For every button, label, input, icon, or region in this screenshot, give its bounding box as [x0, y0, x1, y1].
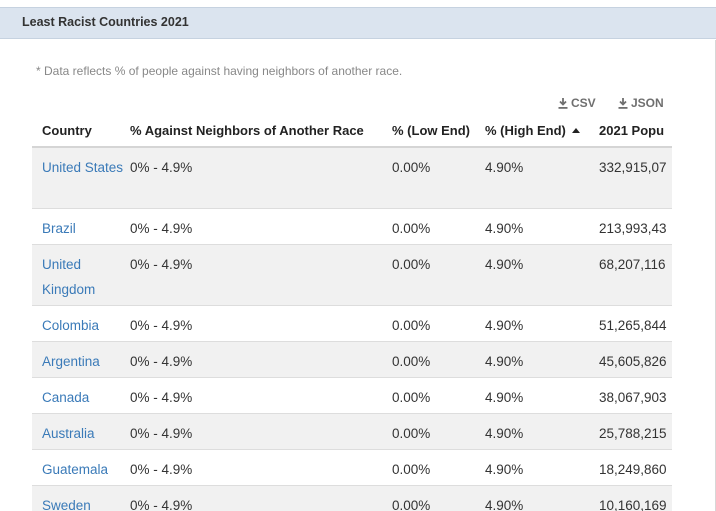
column-header-low-end[interactable]: % (Low End)	[392, 123, 470, 138]
country-link[interactable]: Guatemala	[42, 462, 109, 477]
table-header: Country % Against Neighbors of Another R…	[32, 113, 672, 148]
cell-population: 10,160,169	[599, 498, 667, 511]
cell-range: 0% - 4.9%	[130, 257, 193, 272]
cell-population: 38,067,903	[599, 390, 667, 405]
cell-high-end: 4.90%	[485, 462, 524, 477]
table-row: United States 0% - 4.9% 0.00% 4.90% 332,…	[32, 148, 672, 209]
cell-population: 332,915,07	[599, 160, 667, 175]
cell-low-end: 0.00%	[392, 498, 431, 511]
cell-high-end: 4.90%	[485, 318, 524, 333]
country-link[interactable]: Australia	[42, 426, 95, 441]
download-csv-label: CSV	[571, 96, 596, 110]
cell-population: 51,265,844	[599, 318, 667, 333]
data-table: Country % Against Neighbors of Another R…	[32, 113, 672, 511]
country-link[interactable]: Argentina	[42, 354, 100, 369]
cell-low-end: 0.00%	[392, 462, 431, 477]
cell-range: 0% - 4.9%	[130, 498, 193, 511]
download-icon	[618, 97, 628, 109]
download-json-link[interactable]: JSON	[618, 96, 664, 110]
cell-range: 0% - 4.9%	[130, 462, 193, 477]
cell-low-end: 0.00%	[392, 160, 431, 175]
cell-high-end: 4.90%	[485, 257, 524, 272]
column-header-against[interactable]: % Against Neighbors of Another Race	[130, 123, 364, 138]
column-header-high-end-label: % (High End)	[485, 123, 566, 138]
cell-population: 68,207,116	[599, 257, 666, 272]
table-row: Sweden 0% - 4.9% 0.00% 4.90% 10,160,169	[32, 486, 672, 511]
country-link[interactable]: Sweden	[42, 498, 91, 511]
cell-range: 0% - 4.9%	[130, 354, 193, 369]
cell-population: 18,249,860	[599, 462, 667, 477]
cell-low-end: 0.00%	[392, 257, 431, 272]
table-row: United Kingdom 0% - 4.9% 0.00% 4.90% 68,…	[32, 245, 672, 306]
country-link[interactable]: Canada	[42, 390, 90, 405]
cell-low-end: 0.00%	[392, 318, 431, 333]
cell-range: 0% - 4.9%	[130, 160, 193, 175]
table-row: Canada 0% - 4.9% 0.00% 4.90% 38,067,903	[32, 378, 672, 414]
column-header-population[interactable]: 2021 Popu	[599, 123, 665, 138]
country-link[interactable]: United States	[42, 160, 124, 175]
table-row: Brazil 0% - 4.9% 0.00% 4.90% 213,993,43	[32, 209, 672, 245]
country-link[interactable]: Colombia	[42, 318, 100, 333]
cell-range: 0% - 4.9%	[130, 390, 193, 405]
table-row: Colombia 0% - 4.9% 0.00% 4.90% 51,265,84…	[32, 306, 672, 342]
cell-high-end: 4.90%	[485, 221, 524, 236]
cell-high-end: 4.90%	[485, 160, 524, 175]
table-body: United States 0% - 4.9% 0.00% 4.90% 332,…	[32, 148, 672, 511]
country-link[interactable]: Brazil	[42, 221, 76, 236]
cell-high-end: 4.90%	[485, 498, 524, 511]
cell-low-end: 0.00%	[392, 221, 431, 236]
cell-low-end: 0.00%	[392, 390, 431, 405]
table-row: Guatemala 0% - 4.9% 0.00% 4.90% 18,249,8…	[32, 450, 672, 486]
panel-header: Least Racist Countries 2021	[0, 7, 716, 39]
table-row: Argentina 0% - 4.9% 0.00% 4.90% 45,605,8…	[32, 342, 672, 378]
cell-range: 0% - 4.9%	[130, 426, 193, 441]
download-json-label: JSON	[631, 96, 664, 110]
cell-population: 213,993,43	[599, 221, 667, 236]
cell-high-end: 4.90%	[485, 354, 524, 369]
download-links: CSV JSON	[0, 96, 668, 110]
cell-high-end: 4.90%	[485, 390, 524, 405]
cell-range: 0% - 4.9%	[130, 221, 193, 236]
download-csv-link[interactable]: CSV	[558, 96, 596, 110]
cell-low-end: 0.00%	[392, 354, 431, 369]
cell-high-end: 4.90%	[485, 426, 524, 441]
data-note: * Data reflects % of people against havi…	[36, 64, 403, 78]
cell-population: 45,605,826	[599, 354, 667, 369]
column-header-country[interactable]: Country	[42, 123, 92, 138]
panel-title: Least Racist Countries 2021	[22, 15, 189, 29]
table-row: Australia 0% - 4.9% 0.00% 4.90% 25,788,2…	[32, 414, 672, 450]
country-link[interactable]: United Kingdom	[42, 257, 96, 297]
cell-low-end: 0.00%	[392, 426, 431, 441]
column-header-high-end[interactable]: % (High End)	[485, 123, 580, 138]
download-icon	[558, 97, 568, 109]
cell-range: 0% - 4.9%	[130, 318, 193, 333]
sort-ascending-icon	[571, 128, 580, 133]
cell-population: 25,788,215	[599, 426, 667, 441]
